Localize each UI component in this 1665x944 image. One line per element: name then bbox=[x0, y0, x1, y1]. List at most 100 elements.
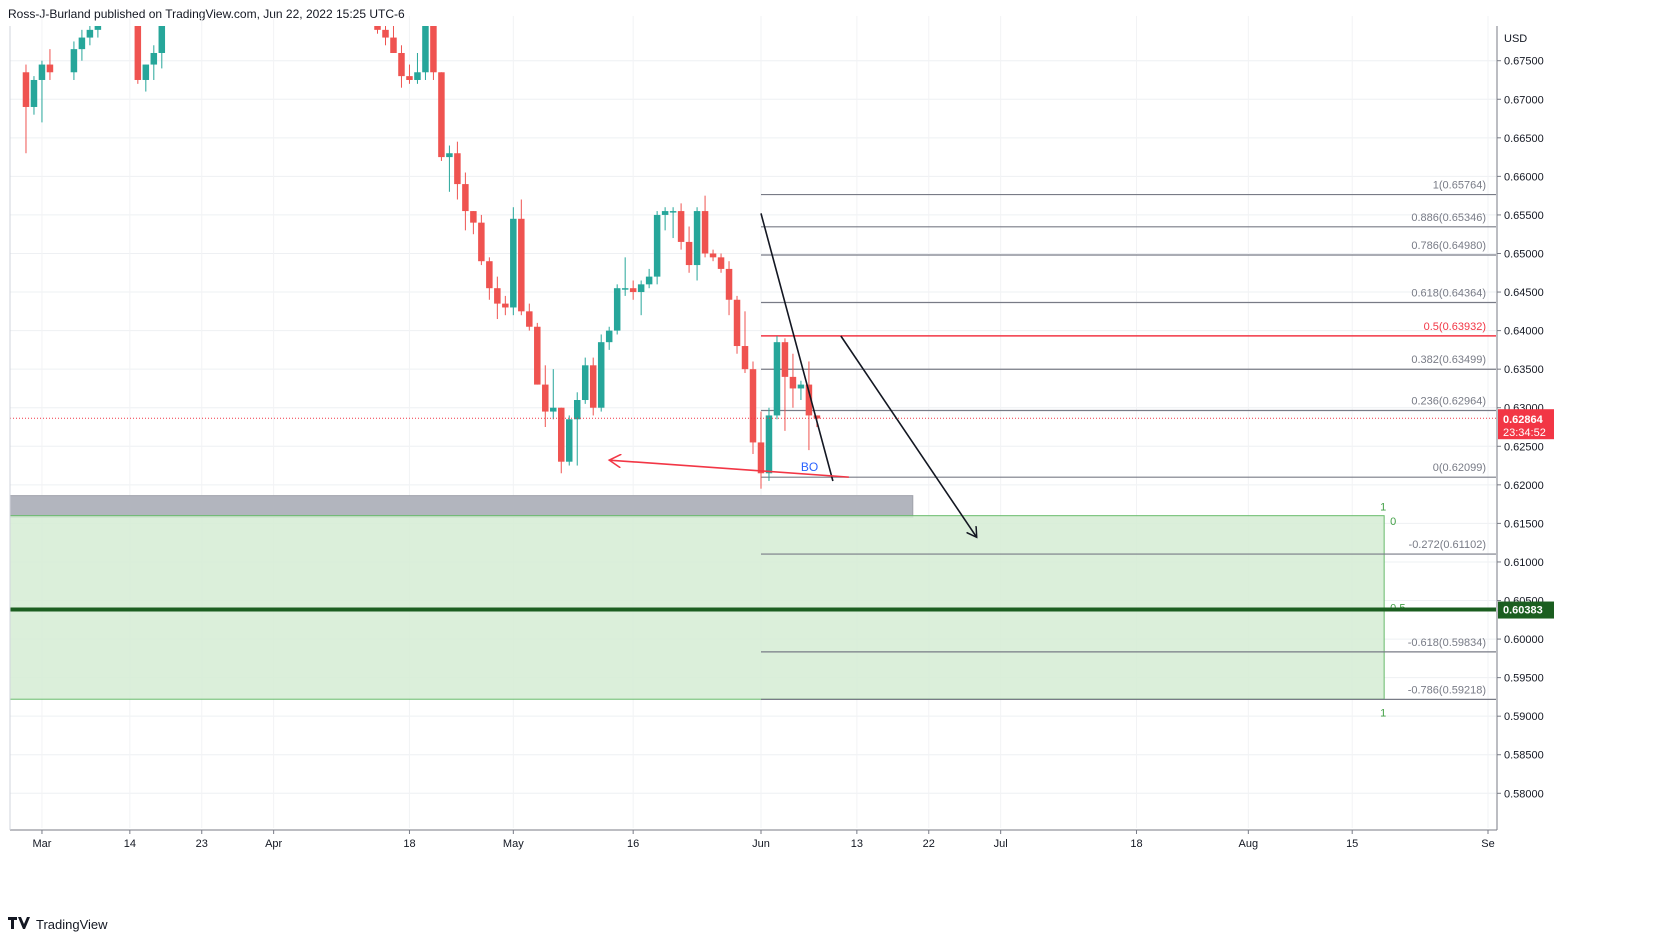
candle-up bbox=[613, 284, 621, 335]
candle-up bbox=[581, 357, 589, 404]
candle-down bbox=[470, 211, 477, 235]
candle-body bbox=[430, 26, 437, 73]
candle-body bbox=[94, 26, 102, 30]
candle-body bbox=[550, 407, 557, 412]
price-tick-label: 0.67000 bbox=[1504, 94, 1544, 106]
candle-up bbox=[597, 334, 605, 412]
time-tick-label: 14 bbox=[124, 838, 136, 850]
candle-body bbox=[142, 64, 150, 80]
candle-body bbox=[685, 241, 693, 266]
price-tick-label: 0.61000 bbox=[1504, 557, 1544, 569]
time-tick-label: Jun bbox=[752, 838, 770, 850]
candle-down bbox=[518, 199, 525, 316]
candle-body bbox=[158, 26, 166, 53]
candle-body bbox=[462, 184, 469, 212]
candle-up bbox=[510, 207, 517, 316]
target-level-badge bbox=[1498, 601, 1554, 619]
candle-body bbox=[86, 29, 94, 38]
fib-level-label: 0.382(0.63499) bbox=[1411, 354, 1486, 366]
grey-zone bbox=[9, 495, 914, 518]
candle-body bbox=[621, 288, 629, 290]
candle-body bbox=[661, 211, 669, 215]
candle-up bbox=[605, 326, 613, 350]
candle-down bbox=[46, 49, 54, 80]
fib-retracement: 1(0.65764) 0.886(0.65346) 0.786(0.64980) 0.… bbox=[760, 180, 1496, 700]
candle-body bbox=[717, 257, 725, 269]
zone-label: 0 bbox=[1390, 516, 1396, 528]
price-tick-label: 0.65000 bbox=[1504, 248, 1544, 260]
candle-down bbox=[717, 253, 725, 273]
annotation-bo: BO bbox=[801, 460, 818, 474]
candle-body bbox=[637, 284, 645, 293]
candle-body bbox=[597, 342, 605, 408]
candle-body bbox=[605, 330, 613, 343]
candle-body bbox=[470, 211, 477, 223]
price-tick-label: 0.64500 bbox=[1504, 287, 1544, 299]
candle-up bbox=[645, 268, 653, 289]
candle-body bbox=[30, 79, 38, 107]
footer: TradingView bbox=[8, 917, 108, 932]
candle-up bbox=[653, 211, 661, 285]
candle-down bbox=[789, 353, 797, 408]
candle-down bbox=[701, 195, 709, 258]
candle-body bbox=[422, 26, 429, 73]
fib-level-label: -0.272(0.61102) bbox=[1409, 539, 1486, 551]
fib-level-label: -0.618(0.59834) bbox=[1408, 637, 1486, 649]
candle-body bbox=[709, 253, 717, 258]
candle-down bbox=[629, 280, 637, 300]
candle-body bbox=[749, 369, 757, 443]
fib-level-label: -0.786(0.59218) bbox=[1408, 684, 1486, 696]
candle-up bbox=[669, 207, 677, 239]
candle-body bbox=[669, 211, 677, 213]
green-zone bbox=[9, 515, 1385, 700]
candle-body bbox=[677, 211, 685, 242]
candle-down bbox=[494, 276, 501, 320]
candle-body bbox=[613, 288, 621, 331]
candle-body bbox=[78, 37, 86, 50]
axes: USD 0.67500 0.67000 0.66500 0.66000 0.65500 0.… bbox=[9, 26, 1665, 850]
price-tick-label: 0.58000 bbox=[1504, 788, 1544, 800]
candle-up bbox=[86, 26, 94, 46]
candle-down bbox=[22, 64, 30, 154]
current-price-badge bbox=[1498, 409, 1554, 440]
candle-body bbox=[502, 303, 509, 308]
price-tick-label: 0.65500 bbox=[1504, 210, 1544, 222]
fib-level-label: 0.236(0.62964) bbox=[1411, 395, 1486, 407]
candle-down bbox=[534, 322, 541, 385]
candle-body bbox=[390, 37, 397, 53]
candle-down bbox=[526, 303, 533, 331]
price-tick-label: 0.59500 bbox=[1504, 673, 1544, 685]
candle-body bbox=[486, 261, 493, 289]
candle-body bbox=[733, 299, 741, 347]
price-tick-label: 0.62000 bbox=[1504, 480, 1544, 492]
fib-level-label: 0.786(0.64980) bbox=[1411, 240, 1486, 252]
brand-name: TradingView bbox=[36, 917, 108, 932]
candle-body bbox=[789, 376, 797, 389]
candle-down bbox=[462, 172, 469, 231]
tradingview-logo-icon bbox=[8, 917, 30, 932]
candle-body bbox=[542, 384, 549, 412]
candle-down bbox=[542, 365, 549, 427]
current-price-value: 0.62864 bbox=[1503, 414, 1544, 426]
candle-up bbox=[550, 369, 557, 420]
trend-line bbox=[760, 213, 834, 482]
candle-up bbox=[765, 407, 773, 481]
zones: 100.51 bbox=[9, 495, 1496, 719]
time-tick-label: Apr bbox=[265, 838, 282, 850]
zone-label: 1 bbox=[1380, 707, 1386, 719]
candle-body bbox=[518, 218, 525, 312]
candle-up bbox=[637, 280, 645, 316]
price-tick-label: 0.63500 bbox=[1504, 364, 1544, 376]
time-tick-label: Aug bbox=[1239, 838, 1259, 850]
candle-body bbox=[374, 26, 381, 30]
time-tick-label: Mar bbox=[32, 838, 51, 850]
candle-down bbox=[454, 141, 461, 200]
time-tick-label: 15 bbox=[1346, 838, 1358, 850]
fib-level-label: 1(0.65764) bbox=[1433, 180, 1486, 192]
bar-countdown: 23:34:52 bbox=[1503, 427, 1546, 439]
price-tick-label: 0.66500 bbox=[1504, 133, 1544, 145]
time-tick-label: Se bbox=[1481, 838, 1494, 850]
fib-level-label: 0(0.62099) bbox=[1433, 462, 1486, 474]
